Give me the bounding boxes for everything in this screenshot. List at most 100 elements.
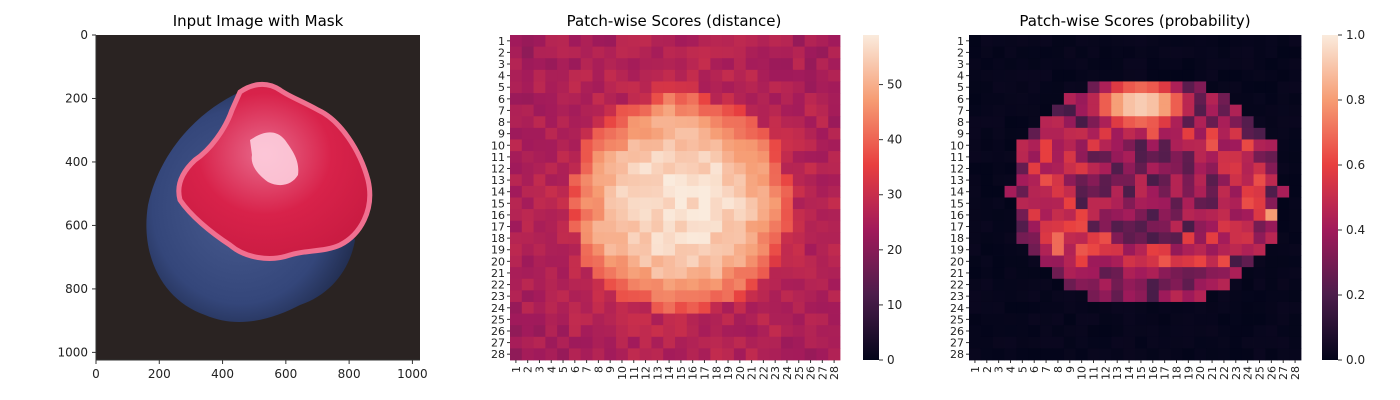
probability-cell xyxy=(1206,209,1219,222)
probability-cell xyxy=(1229,81,1243,94)
distance-cell xyxy=(733,209,747,222)
probability-cell xyxy=(1206,151,1219,164)
probability-cell xyxy=(1087,255,1100,268)
probability-cell xyxy=(1028,209,1041,222)
distance-cell xyxy=(557,151,570,164)
probability-cell xyxy=(1289,162,1302,175)
distance-cell xyxy=(722,325,735,338)
probability-cell xyxy=(1075,151,1088,164)
probability-cell xyxy=(1016,290,1029,303)
distance-cell xyxy=(816,127,829,140)
distance-cell xyxy=(592,127,605,140)
distance-cell xyxy=(816,278,829,291)
distance-cell xyxy=(663,46,676,59)
distance-cell xyxy=(804,197,817,210)
distance-cell xyxy=(745,81,758,94)
distance-cell xyxy=(745,325,758,338)
probability-cell xyxy=(1004,209,1017,222)
probability-cell xyxy=(992,185,1005,198)
distance-colorbar-label: 0 xyxy=(887,353,895,367)
probability-cell xyxy=(1052,46,1065,59)
probability-cell xyxy=(1218,116,1231,129)
distance-cell xyxy=(568,243,582,256)
distance-cell xyxy=(698,348,711,361)
distance-cell xyxy=(792,232,806,245)
distance-panel-title: Patch-wise Scores (distance) xyxy=(567,12,782,30)
distance-cell xyxy=(710,58,723,71)
probability-row-label: 27 xyxy=(950,337,964,350)
distance-cell xyxy=(592,209,605,222)
probability-col-label: 14 xyxy=(1123,366,1136,380)
probability-cell xyxy=(1170,290,1183,303)
distance-cell xyxy=(804,81,817,94)
distance-cell xyxy=(557,139,570,152)
probability-cell xyxy=(1063,313,1077,326)
distance-col-label: 14 xyxy=(663,366,676,380)
distance-col-label: 22 xyxy=(757,366,770,380)
probability-cell xyxy=(1277,209,1290,222)
probability-cell xyxy=(1146,116,1160,129)
distance-cell xyxy=(533,336,546,349)
probability-cell xyxy=(1265,325,1278,338)
probability-cell xyxy=(1123,58,1136,71)
probability-cell xyxy=(1111,127,1124,140)
probability-cell xyxy=(1229,325,1243,338)
probability-cell xyxy=(1135,185,1148,198)
probability-cell xyxy=(980,174,994,187)
distance-cell xyxy=(792,313,806,326)
distance-row-labels: 1234567891011121314151617181920212223242… xyxy=(491,35,510,361)
probability-cell xyxy=(1206,116,1219,129)
distance-cell xyxy=(804,267,817,280)
distance-cell xyxy=(521,220,534,233)
probability-cell xyxy=(1277,69,1290,82)
distance-cell xyxy=(816,174,829,187)
image-x-ticks: 0 200 400 600 800 1000 xyxy=(92,360,428,381)
distance-cell xyxy=(521,267,534,280)
distance-cell xyxy=(663,139,676,152)
probability-cell xyxy=(980,69,994,82)
distance-cell xyxy=(792,243,806,256)
probability-cell xyxy=(1253,255,1266,268)
probability-cell xyxy=(1016,116,1029,129)
probability-cell xyxy=(1004,243,1017,256)
probability-cell xyxy=(1052,313,1065,326)
probability-cell xyxy=(1289,232,1302,245)
distance-cell xyxy=(521,139,534,152)
probability-cell xyxy=(1135,58,1148,71)
image-y-tick-label: 400 xyxy=(65,155,88,169)
probability-cell xyxy=(1241,174,1254,187)
distance-cell xyxy=(545,278,558,291)
probability-cell xyxy=(1052,301,1065,314)
probability-cell xyxy=(1111,116,1124,129)
probability-cell xyxy=(1016,139,1029,152)
distance-cell xyxy=(557,301,570,314)
distance-cell xyxy=(828,35,841,48)
probability-cell xyxy=(1028,325,1041,338)
distance-cell xyxy=(769,127,782,140)
distance-cell xyxy=(533,348,546,361)
distance-cell xyxy=(616,46,629,59)
distance-cell xyxy=(639,232,652,245)
probability-cell xyxy=(1052,197,1065,210)
distance-cell xyxy=(816,46,829,59)
probability-cell xyxy=(1146,290,1160,303)
probability-cell xyxy=(1111,35,1124,48)
probability-cell xyxy=(1075,325,1088,338)
probability-row-label: 11 xyxy=(950,151,964,164)
distance-cell xyxy=(686,255,699,268)
distance-cell xyxy=(792,197,806,210)
distance-cell xyxy=(510,325,523,338)
probability-cell xyxy=(992,220,1005,233)
distance-cell xyxy=(781,325,794,338)
distance-cell xyxy=(533,255,546,268)
probability-cell xyxy=(1052,93,1065,106)
distance-cell xyxy=(521,93,534,106)
probability-cell xyxy=(992,116,1005,129)
probability-cell xyxy=(1040,69,1053,82)
distance-cell xyxy=(616,151,629,164)
probability-cell xyxy=(1075,232,1088,245)
distance-cell xyxy=(722,267,735,280)
probability-col-label: 3 xyxy=(993,366,1006,373)
distance-cell xyxy=(557,116,570,129)
probability-cell xyxy=(1040,220,1053,233)
